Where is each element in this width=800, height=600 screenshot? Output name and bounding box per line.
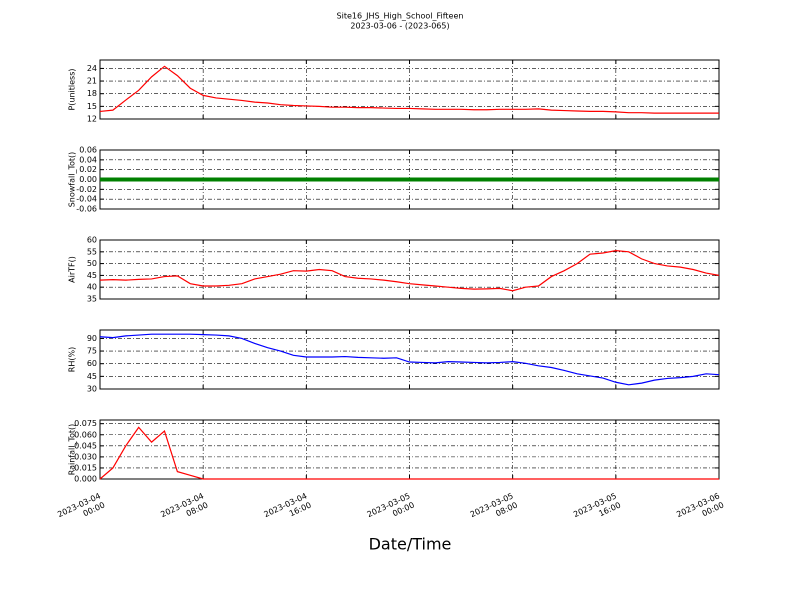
y-tick-label: 60 <box>87 359 97 368</box>
y-tick-label: 40 <box>87 283 97 292</box>
x-tick-label: 2023-03-0500:00 <box>365 491 415 528</box>
y-tick-label: 90 <box>87 334 97 343</box>
y-tick-label: 60 <box>87 236 97 245</box>
x-axis-label: Date/Time <box>369 535 452 554</box>
plot-frame <box>99 59 720 120</box>
y-tick-label: 0.04 <box>79 155 97 164</box>
y-axis-label: AirTF() <box>68 256 77 283</box>
data-line <box>99 65 719 114</box>
y-tick-label: -0.04 <box>76 195 97 204</box>
y-tick-label: 45 <box>87 271 97 280</box>
y-axis-label: RH(%) <box>68 347 77 372</box>
y-tick-label: 50 <box>87 259 97 268</box>
y-tick-label: 15 <box>87 102 97 111</box>
y-axis-label: P(unitless) <box>68 68 77 110</box>
y-tick-label: 55 <box>87 247 97 256</box>
y-tick-label: 0.060 <box>74 430 97 439</box>
x-tick-label: 2023-03-0600:00 <box>675 491 725 528</box>
x-tick-label: 2023-03-0508:00 <box>469 491 519 528</box>
chart-subtitle: 2023-03-06 - (2023-065) <box>350 22 449 31</box>
x-tick-label: 2023-03-0408:00 <box>159 491 209 528</box>
y-tick-label: 21 <box>87 77 97 86</box>
y-axis-label: Snowfall_Tot() <box>68 152 77 208</box>
data-line <box>99 426 719 480</box>
y-tick-label: 0.030 <box>74 452 97 461</box>
y-tick-label: -0.06 <box>76 205 97 214</box>
y-tick-label: 18 <box>87 89 97 98</box>
y-tick-label: 0.00 <box>79 175 97 184</box>
y-tick-label: 30 <box>87 385 97 394</box>
y-tick-label: 24 <box>87 64 97 73</box>
chart-title: Site16_JHS_High_School_Fifteen <box>337 12 464 21</box>
y-tick-label: 0.02 <box>79 165 97 174</box>
data-line <box>99 250 720 292</box>
y-tick-label: -0.02 <box>76 185 97 194</box>
y-tick-label: 0.045 <box>74 441 97 450</box>
plot-frame <box>99 239 720 300</box>
y-tick-label: 75 <box>87 347 97 356</box>
data-line <box>99 333 720 386</box>
y-tick-label: 45 <box>87 372 97 381</box>
plot-frame <box>99 329 720 390</box>
y-tick-label: 0.06 <box>79 146 97 155</box>
y-tick-label: 12 <box>87 115 97 124</box>
x-tick-label: 2023-03-0416:00 <box>262 491 312 528</box>
x-tick-label: 2023-03-0400:00 <box>56 491 106 528</box>
y-tick-label: 0.015 <box>74 463 97 472</box>
y-tick-label: 35 <box>87 295 97 304</box>
y-axis-label: Rainfall_Tot() <box>68 424 77 476</box>
y-tick-label: 0.000 <box>74 475 97 484</box>
y-tick-label: 0.075 <box>74 419 97 428</box>
x-tick-label: 2023-03-0516:00 <box>572 491 622 528</box>
